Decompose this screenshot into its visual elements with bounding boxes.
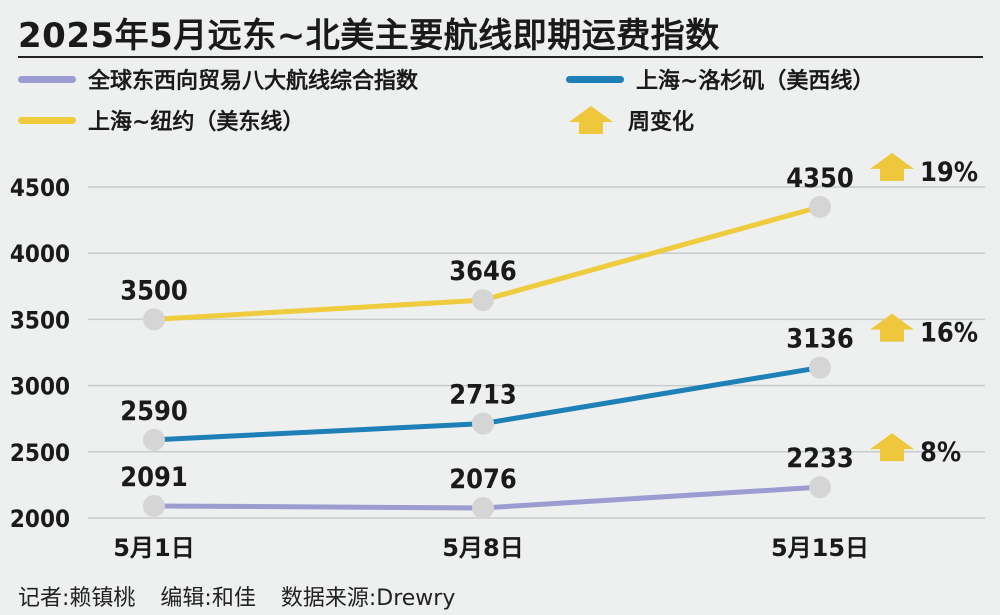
up-arrow-icon: [569, 106, 613, 134]
weekly-change-label: 8%: [920, 437, 961, 468]
credit-editor: 编辑:和佳: [160, 586, 256, 611]
up-arrow-icon: [870, 433, 914, 462]
data-point: [809, 476, 831, 499]
credit-reporter: 记者:赖镇桃: [18, 586, 136, 611]
data-label: 3136: [786, 324, 854, 355]
data-point: [143, 428, 165, 451]
data-label: 3646: [449, 256, 517, 287]
weekly-change-label: 16%: [920, 318, 978, 349]
y-tick-label: 2500: [10, 439, 70, 467]
title-divider: [18, 56, 983, 58]
data-label: 2713: [449, 380, 517, 411]
legend-item-composite: 全球东西向贸易八大航线综合指数: [18, 62, 418, 96]
legend-swatch-us-west: [566, 75, 624, 83]
y-tick-label: 3000: [10, 373, 70, 401]
data-point: [809, 356, 831, 379]
legend-label-weekly-change: 周变化: [628, 110, 695, 135]
data-point: [143, 494, 165, 517]
legend-label-us-east: 上海~纽约（美东线）: [88, 110, 305, 135]
data-label: 4350: [786, 163, 854, 194]
data-label: 2091: [120, 462, 188, 493]
legend-swatch-us-east: [18, 116, 76, 124]
up-arrow-icon: [870, 152, 914, 181]
weekly-change-label: 19%: [920, 157, 978, 188]
up-arrow-icon: [870, 313, 914, 342]
data-label: 2076: [449, 464, 517, 495]
data-point: [472, 412, 494, 435]
credit-source: 数据来源:Drewry: [280, 586, 456, 611]
y-tick-label: 3500: [10, 306, 70, 334]
data-point: [809, 195, 831, 218]
x-tick-label: 5月1日: [113, 534, 194, 562]
x-tick-label: 5月15日: [771, 534, 869, 562]
legend-swatch-composite: [18, 75, 76, 83]
data-point: [472, 496, 494, 519]
y-tick-label: 4000: [10, 240, 70, 268]
credits: 记者:赖镇桃 编辑:和佳 数据来源:Drewry: [18, 580, 473, 612]
data-label: 3500: [120, 275, 188, 306]
data-point: [143, 308, 165, 331]
legend-label-us-west: 上海~洛杉矶（美西线）: [636, 69, 875, 94]
data-point: [472, 289, 494, 312]
y-tick-label: 4500: [10, 174, 70, 202]
legend-item-weekly-change: 周变化: [568, 103, 694, 137]
legend-item-us-west: 上海~洛杉矶（美西线）: [566, 62, 874, 96]
y-tick-label: 2000: [10, 505, 70, 533]
legend-item-us-east: 上海~纽约（美东线）: [18, 103, 304, 137]
x-tick-label: 5月8日: [442, 534, 523, 562]
chart-title: 2025年5月远东~北美主要航线即期运费指数: [18, 16, 720, 56]
data-label: 2590: [120, 396, 188, 427]
legend-label-composite: 全球东西向贸易八大航线综合指数: [88, 69, 419, 94]
data-label: 2233: [786, 443, 854, 474]
